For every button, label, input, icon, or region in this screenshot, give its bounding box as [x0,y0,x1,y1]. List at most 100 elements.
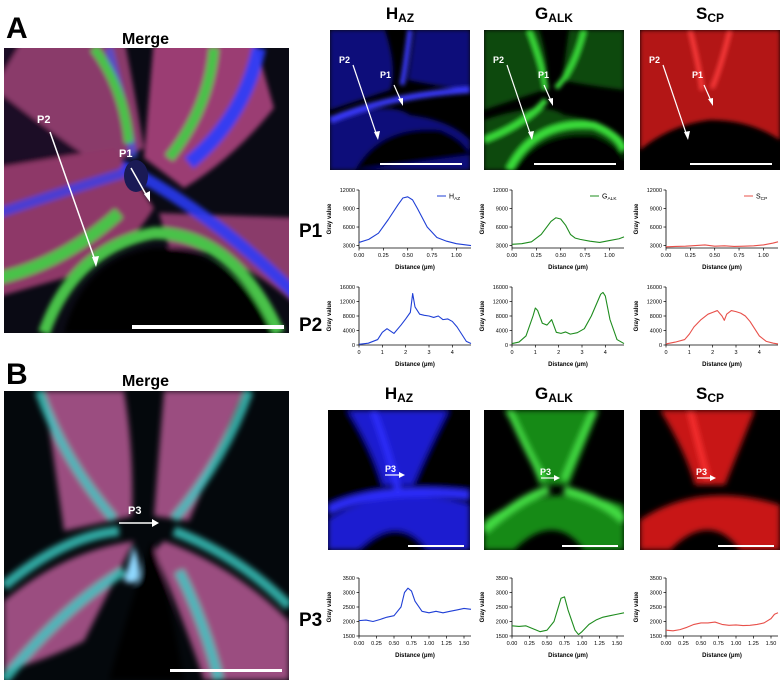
x-tick-label: 0.25 [678,641,689,647]
y-tick-label: 2000 [496,620,508,626]
x-axis-label: Distance (μm) [702,265,742,271]
chart-svg: 3000 6000 9000 12000 0.00 0.25 0.50 0.75 1.00 Dis… [327,188,472,271]
x-tick-label: 0.25 [685,253,696,259]
x-axis-label: Distance (μm) [395,362,435,368]
panel-a-letter: A [6,12,28,45]
y-tick-label: 4000 [496,329,508,335]
x-tick-label: 2 [557,350,560,356]
x-tick-label: 1.00 [577,641,588,647]
merge-title-a: Merge [121,31,170,48]
y-tick-label: 16000 [340,285,355,291]
galk-b-label-p3: P3 [540,467,552,477]
x-tick-label: 1.00 [604,253,615,259]
channel-head-scp-b: SCP [695,384,724,405]
merge-image-a [4,48,289,333]
x-axis-label: Distance (μm) [548,362,588,368]
panel-b-letter: B [6,358,28,391]
merge-image-b [4,391,289,680]
chart-svg: 1500 2000 2500 3000 3500 0.00 0.25 0.50 0.75 1.00… [480,576,625,659]
series-line [665,241,779,248]
x-tick-label: 0.25 [524,641,535,647]
x-tick-label: 3 [734,350,737,356]
series-line [665,612,779,632]
y-tick-label: 3500 [496,576,508,582]
x-tick-label: 0.75 [427,253,438,259]
x-axis-label: Distance (μm) [548,653,588,659]
haz-a-label-p2: P2 [339,55,351,65]
x-tick-label: 0.50 [709,253,720,259]
plot-p3-scp: 1500 2000 2500 3000 3500 0.00 0.25 0.50 0.75 1.00… [632,572,782,660]
x-tick-label: 0.50 [542,641,553,647]
channel-image-scp-b [640,410,780,550]
y-axis-label: Gray value [327,591,333,622]
series-line [511,596,625,636]
channel-head-galk-a: GALK [535,4,573,25]
y-tick-label: 2500 [343,605,355,611]
x-tick-label: 4 [451,350,454,356]
x-tick-label: 1.50 [459,641,470,647]
x-tick-label: 0.50 [402,253,413,259]
chart-svg: 1500 2000 2500 3000 3500 0.00 0.25 0.50 0.75 1.00… [327,576,472,659]
plot-p2-haz: 0 4000 8000 12000 16000 0 1 2 3 4 Distance (μm) Gra… [325,281,475,369]
y-tick-label: 1500 [343,634,355,640]
x-tick-label: 1 [381,350,384,356]
x-tick-label: 0.25 [378,253,389,259]
haz-a-label-p1: P1 [380,70,392,80]
x-tick-label: 0 [357,350,360,356]
y-axis-label: Gray value [327,300,333,331]
y-tick-label: 12000 [340,300,355,306]
x-tick-label: 0.00 [661,641,672,647]
x-tick-label: 2 [711,350,714,356]
row-label-p1: P1 [299,221,323,242]
plot-p1-galk: 3000 6000 9000 12000 0.00 0.25 0.50 0.75 1.00 Dis… [478,184,628,272]
x-tick-label: 3 [580,350,583,356]
series-line [511,291,625,345]
x-tick-label: 1.00 [731,641,742,647]
y-axis-label: Gray value [634,203,640,234]
y-tick-label: 3500 [343,576,355,582]
series-line [358,196,472,247]
y-tick-label: 3000 [650,244,662,250]
merge-title-b: Merge [121,373,170,390]
channel-image-galk-a [484,30,624,170]
merge-a-label-p2: P2 [37,114,51,126]
series-line [358,587,472,623]
y-axis-label: Gray value [634,300,640,331]
x-tick-label: 0.75 [406,641,417,647]
x-tick-label: 0.25 [371,641,382,647]
y-tick-label: 3000 [343,244,355,250]
x-tick-label: 0.50 [555,253,566,259]
y-tick-label: 3500 [650,576,662,582]
merge-a-label-p1: P1 [119,148,133,160]
x-tick-label: 0.00 [507,641,518,647]
x-tick-label: 1.25 [594,641,605,647]
x-tick-label: 3 [427,350,430,356]
x-tick-label: 1.25 [441,641,452,647]
y-tick-label: 4000 [650,329,662,335]
y-tick-label: 12000 [647,300,662,306]
x-tick-label: 0.00 [507,253,518,259]
x-axis-label: Distance (μm) [702,362,742,368]
y-tick-label: 3000 [650,591,662,597]
y-tick-label: 16000 [493,285,508,291]
x-tick-label: 0 [664,350,667,356]
x-tick-label: 4 [758,350,761,356]
plot-p1-scp: 3000 6000 9000 12000 0.00 0.25 0.50 0.75 1.00 Dis… [632,184,782,272]
x-tick-label: 0.50 [696,641,707,647]
y-tick-label: 0 [659,343,662,349]
y-tick-label: 0 [505,343,508,349]
channel-image-scp-a [640,30,780,170]
y-tick-label: 3000 [496,591,508,597]
y-tick-label: 3000 [496,244,508,250]
galk-a-label-p2: P2 [493,55,505,65]
y-tick-label: 0 [352,343,355,349]
channel-image-haz-b [328,410,470,550]
scale-bar-b [170,669,282,672]
series-line [511,217,625,245]
x-tick-label: 0.75 [713,641,724,647]
series-line [665,310,779,345]
x-tick-label: 1.50 [612,641,623,647]
legend-label: SCP [756,194,767,203]
y-tick-label: 16000 [647,285,662,291]
y-tick-label: 12000 [647,188,662,194]
